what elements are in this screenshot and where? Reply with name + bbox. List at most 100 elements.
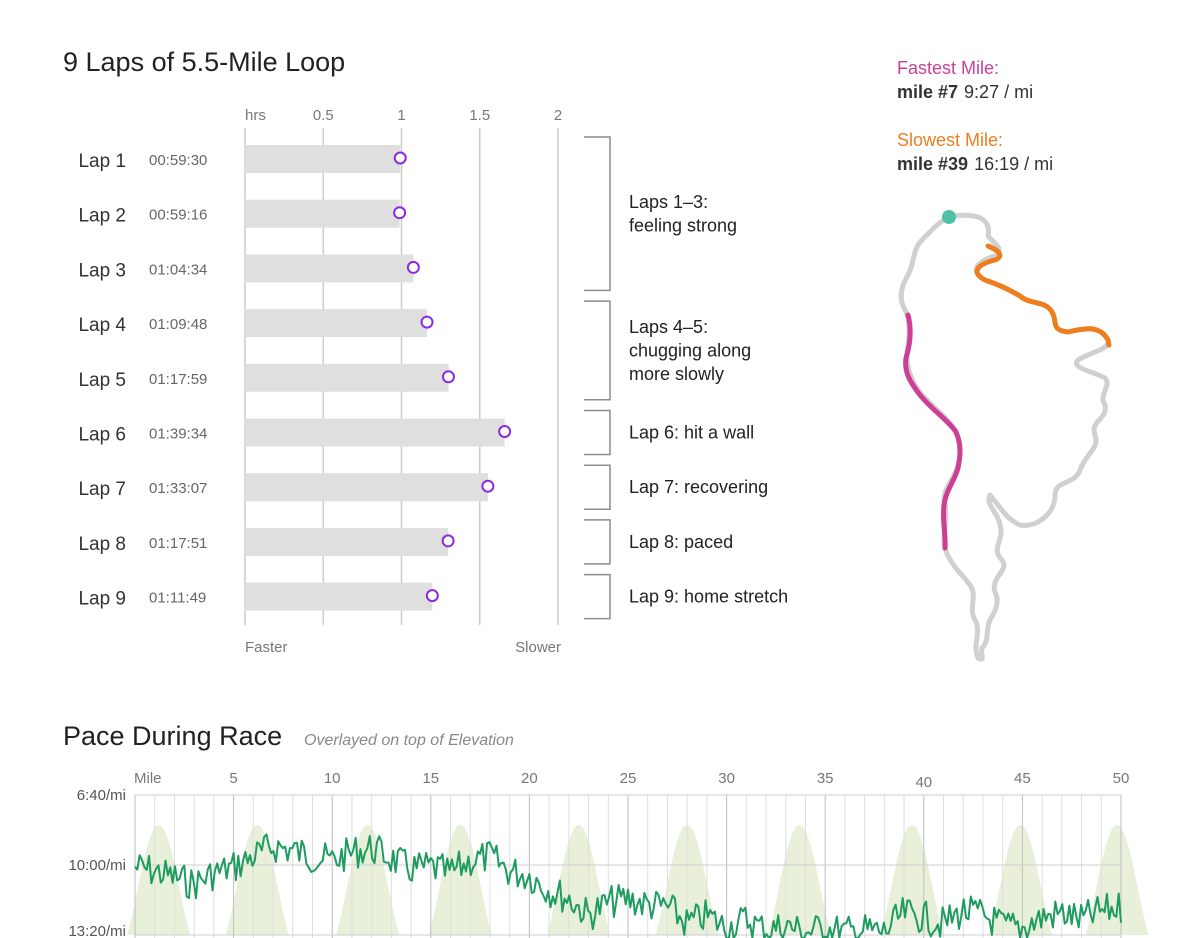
lap-time: 00:59:30	[149, 152, 207, 169]
lap-row: Lap 8 01:17:51	[78, 527, 455, 556]
pace-line	[134, 833, 1122, 938]
records-panel: Fastest Mile: mile #7 9:27 / mi Slowest M…	[897, 58, 1053, 174]
pace-x-label: Mile	[134, 770, 162, 787]
lap-row: Lap 4 01:09:48	[78, 309, 434, 338]
annotation-bracket	[584, 519, 611, 565]
lap-bar	[245, 418, 505, 447]
elevation-hump	[1085, 825, 1149, 935]
fastest-mile-value: mile #7 9:27 / mi	[897, 82, 1033, 102]
lap-tick-label: 2	[554, 107, 562, 124]
annotation-text: more slowly	[629, 364, 724, 384]
lap-bar	[245, 309, 428, 338]
lap-time: 01:09:48	[149, 316, 207, 333]
slower-label: Slower	[515, 639, 561, 656]
lap-time: 01:39:34	[149, 426, 207, 443]
elevation-hump	[988, 825, 1052, 935]
annotation-bracket	[584, 573, 611, 620]
pace-x-tick: 10	[324, 770, 341, 787]
lap-row: Lap 3 01:04:34	[78, 254, 420, 283]
annotation-bracket	[584, 409, 611, 456]
pace-x-tick: 15	[422, 770, 439, 787]
lap-time: 01:33:07	[149, 480, 207, 497]
pace-x-tick: 30	[718, 770, 735, 787]
lap-bar	[245, 145, 401, 173]
elevation-hump	[547, 825, 611, 935]
annotation-text: chugging along	[629, 340, 751, 360]
fastest-mile-label: Fastest Mile:	[897, 58, 999, 78]
elevation-area	[127, 825, 1149, 935]
pace-x-tick-labels: 5 10 15 20 25 30 35 40 45 50	[229, 770, 1129, 791]
lap-marker	[481, 479, 495, 493]
pace-chart-title: Pace During Race	[63, 721, 282, 751]
lap-annotation: Lap 7: recovering	[584, 464, 768, 510]
lap-bar	[245, 473, 488, 502]
pace-y-tick-labels: 6:40/mi 10:00/mi 13:20/mi	[68, 787, 126, 938]
start-point-icon	[942, 210, 956, 224]
lap-label: Lap 5	[78, 370, 126, 391]
fastest-mile-segment	[903, 312, 963, 551]
pace-x-tick: 45	[1014, 770, 1031, 787]
lap-chart: 9 Laps of 5.5-Mile Loop hrs 0.5 1 1.5 2 Lap…	[63, 47, 788, 656]
lap-time: 01:11:49	[149, 590, 206, 607]
annotation-bracket	[584, 300, 611, 401]
lap-time: 01:17:59	[149, 371, 207, 388]
annotation-text: Laps 4–5:	[629, 317, 708, 337]
pace-y-tick: 13:20/mi	[68, 923, 126, 938]
annotation-text: Lap 9: home stretch	[629, 587, 788, 607]
pace-x-tick: 25	[620, 770, 637, 787]
elevation-hump	[880, 825, 944, 935]
lap-annotation: Lap 9: home stretch	[584, 573, 788, 620]
lap-bar	[245, 363, 449, 392]
elevation-hump	[127, 825, 191, 935]
lap-marker	[425, 589, 439, 603]
elevation-hump	[768, 825, 832, 935]
lap-bar	[245, 254, 414, 283]
pace-x-tick: 20	[521, 770, 538, 787]
lap-annotation: Laps 1–3: feeling strong	[584, 136, 737, 292]
lap-row: Lap 2 00:59:16	[78, 199, 407, 228]
slowest-mile-segment	[974, 243, 1112, 348]
lap-marker	[406, 260, 420, 274]
lap-row: Lap 1 00:59:30	[78, 145, 407, 173]
lap-time: 01:04:34	[149, 261, 207, 278]
pace-y-tick: 6:40/mi	[77, 787, 126, 804]
lap-label: Lap 1	[78, 151, 126, 172]
lap-label: Lap 7	[78, 479, 126, 500]
lap-label: Lap 4	[78, 315, 126, 336]
lap-annotations: Laps 1–3: feeling strong Laps 4–5: chugging…	[584, 136, 788, 620]
lap-tick-label: 1	[397, 107, 405, 124]
annotation-bracket	[584, 464, 611, 510]
lap-marker	[420, 315, 434, 329]
lap-axis-unit: hrs	[245, 107, 266, 124]
lap-marker	[393, 151, 407, 165]
lap-bar	[245, 527, 449, 556]
route-path	[898, 212, 1111, 662]
elevation-hump	[428, 825, 492, 935]
pace-chart-subtitle: Overlayed on top of Elevation	[304, 732, 514, 749]
pace-x-tick: 35	[817, 770, 834, 787]
lap-label: Lap 9	[78, 589, 126, 610]
lap-time: 01:17:51	[149, 535, 207, 552]
pace-x-tick: 5	[229, 770, 237, 787]
lap-annotation: Lap 6: hit a wall	[584, 409, 754, 456]
faster-label: Faster	[245, 639, 288, 656]
slowest-mile-label: Slowest Mile:	[897, 130, 1003, 150]
lap-tick-label: 0.5	[313, 107, 334, 124]
lap-annotation: Lap 8: paced	[584, 519, 733, 565]
lap-bar	[245, 582, 433, 611]
lap-marker	[498, 425, 512, 438]
lap-time: 00:59:16	[149, 207, 207, 224]
lap-label: Lap 8	[78, 534, 126, 555]
lap-marker	[393, 206, 407, 220]
annotation-text: Lap 8: paced	[629, 532, 733, 552]
lap-annotation: Laps 4–5: chugging along more slowly	[584, 300, 751, 401]
fastest-mile-pace: 9:27 / mi	[964, 82, 1033, 102]
pace-x-tick: 50	[1113, 770, 1130, 787]
pace-y-tick: 10:00/mi	[68, 857, 126, 874]
lap-bar	[245, 199, 400, 228]
route-map	[898, 210, 1112, 662]
lap-tick-labels: 0.5 1 1.5 2	[313, 107, 562, 124]
annotation-text: Lap 6: hit a wall	[629, 423, 754, 443]
annotation-text: Lap 7: recovering	[629, 477, 768, 497]
lap-tick-label: 1.5	[469, 107, 490, 124]
